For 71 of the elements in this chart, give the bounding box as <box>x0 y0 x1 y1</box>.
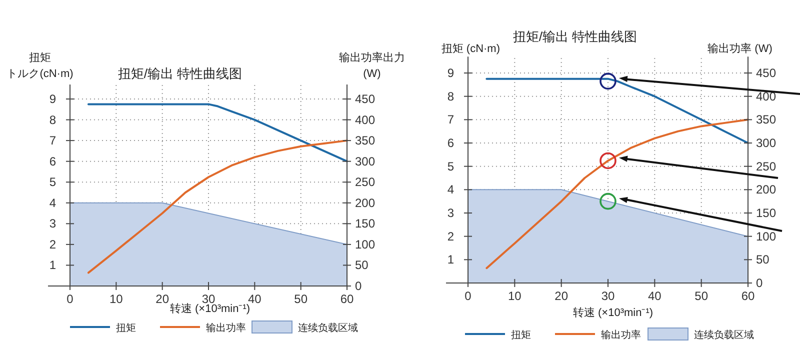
y-tick-label: 1 <box>49 258 56 272</box>
y-tick-label: 3 <box>49 216 56 231</box>
x-tick-label: 0 <box>464 289 472 303</box>
x-axis-title: 转速 (×10³min⁻¹) <box>572 306 654 319</box>
y2-tick-label: 350 <box>756 112 776 127</box>
legend-item: 输出功率 <box>160 323 246 334</box>
y-tick-label: 5 <box>447 159 454 174</box>
y2-tick-label: 150 <box>355 216 376 231</box>
x-tick-label: 20 <box>156 292 170 306</box>
y-tick-label: 7 <box>49 134 56 148</box>
y-tick-label: 4 <box>447 182 454 197</box>
y2-axis-title: 输出功率出力(W) <box>339 51 405 80</box>
y2-tick-label: 400 <box>756 89 776 104</box>
x-tick-label: 50 <box>294 292 308 306</box>
y-axis-title: 扭矩 (cN·m) <box>441 43 500 55</box>
y2-tick-label: 50 <box>756 252 770 267</box>
y-tick-label: 8 <box>447 89 454 104</box>
y2-tick-label: 0 <box>355 279 362 293</box>
x-tick-label: 30 <box>601 289 615 303</box>
y-tick-label: 4 <box>49 196 56 210</box>
legend-item: 扭矩 <box>465 330 531 341</box>
x-tick-label: 60 <box>741 289 755 303</box>
y2-tick-label: 350 <box>355 134 376 148</box>
y2-tick-label: 50 <box>355 258 369 272</box>
x-axis-title: 转速 (×10³min⁻¹) <box>170 302 250 315</box>
y2-tick-label: 250 <box>355 175 376 190</box>
y-tick-label: 1 <box>447 252 454 267</box>
legend-item: 输出功率 <box>555 330 641 341</box>
legend-label: 扭矩 <box>511 329 531 341</box>
y-tick-label: 9 <box>49 92 56 106</box>
legend-label: 输出功率 <box>601 329 641 341</box>
x-tick-label: 40 <box>648 289 662 303</box>
y2-tick-label: 300 <box>756 136 776 150</box>
legend-label: 连续负载区域 <box>694 329 754 341</box>
legend-item: 连续负载区域 <box>252 320 358 334</box>
y2-tick-label: 400 <box>355 112 376 127</box>
y2-axis-title: 输出功率 (W) <box>708 42 772 55</box>
y-tick-label: 3 <box>447 206 454 220</box>
y-tick-label: 5 <box>49 175 56 190</box>
chart-title: 扭矩/输出 特性曲线图 <box>512 29 638 44</box>
y2-tick-label: 100 <box>355 237 376 252</box>
x-tick-label: 50 <box>694 289 708 303</box>
y-tick-label: 8 <box>49 112 56 127</box>
legend-item: 连续负载区域 <box>648 328 754 341</box>
x-tick-label: 0 <box>66 292 74 306</box>
x-tick-label: 60 <box>340 292 354 306</box>
y2-tick-label: 200 <box>756 182 776 197</box>
y2-tick-label: 300 <box>355 154 376 168</box>
y-tick-label: 9 <box>447 66 454 80</box>
y2-tick-label: 0 <box>756 276 763 290</box>
legend-label: 扭矩 <box>116 322 136 334</box>
y-tick-label: 6 <box>447 136 454 150</box>
y2-tick-label: 100 <box>756 229 776 244</box>
y-tick-label: 7 <box>447 112 454 127</box>
y-tick-label: 2 <box>49 237 56 252</box>
y2-tick-label: 450 <box>355 92 376 106</box>
legend-label: 连续负载区域 <box>298 322 358 334</box>
y-axis-title: 扭矩トルク(cN·m) <box>6 52 74 80</box>
legend-label: 输出功率 <box>206 322 246 334</box>
x-tick-label: 20 <box>554 289 568 303</box>
y-tick-label: 2 <box>447 229 454 244</box>
y2-tick-label: 150 <box>756 206 776 220</box>
chart-title: 扭矩/输出 特性曲线图 <box>118 66 242 81</box>
x-tick-label: 40 <box>248 292 262 306</box>
y2-tick-label: 450 <box>756 66 776 80</box>
y-tick-label: 6 <box>49 154 56 168</box>
y2-tick-label: 250 <box>756 159 776 174</box>
legend-item: 扭矩 <box>70 323 136 334</box>
y2-tick-label: 200 <box>355 196 376 210</box>
x-tick-label: 10 <box>508 289 522 303</box>
x-tick-label: 10 <box>109 292 124 306</box>
